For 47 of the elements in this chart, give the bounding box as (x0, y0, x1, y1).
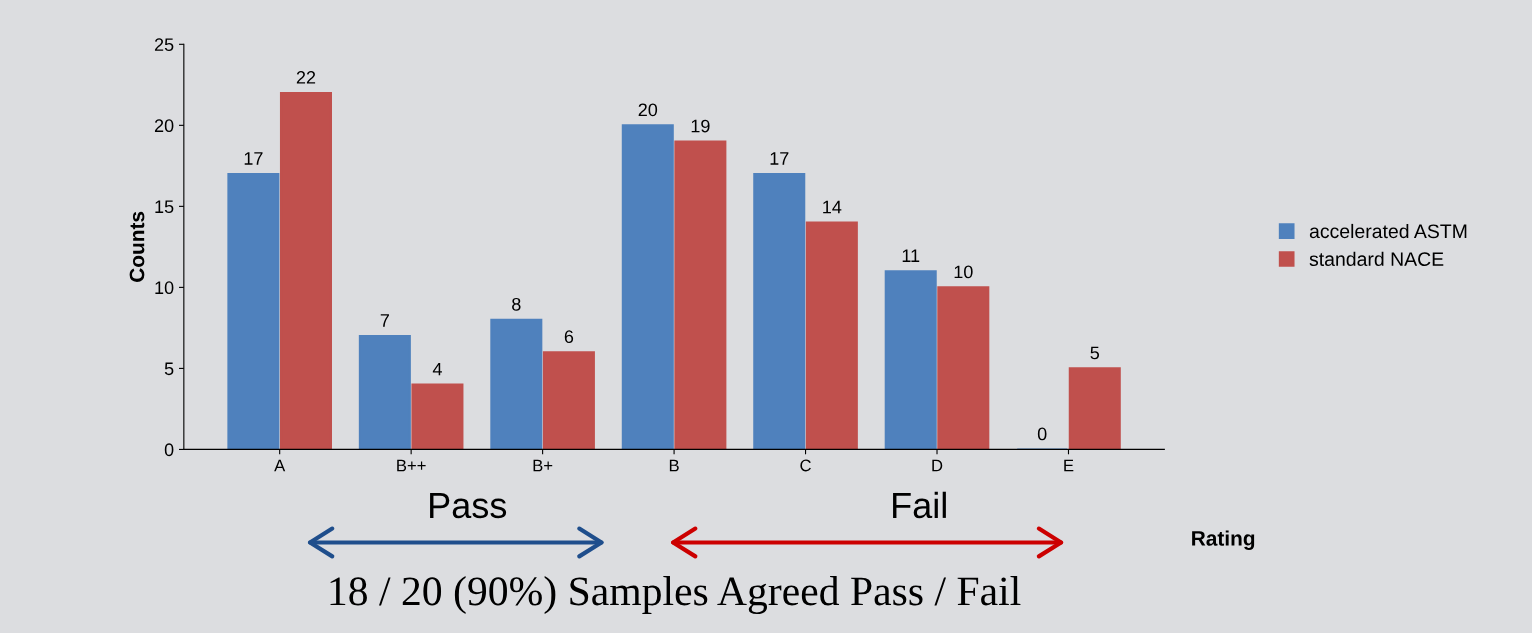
y-tick-label: 0 (164, 443, 174, 457)
bar (805, 221, 858, 450)
bar (937, 286, 990, 450)
data-label: 22 (296, 71, 316, 84)
bar (411, 383, 464, 450)
legend-label: accelerated ASTM (1309, 223, 1467, 239)
y-tick-label: 25 (154, 38, 174, 52)
x-tick-label: E (1064, 459, 1074, 472)
data-label: 17 (244, 152, 263, 165)
data-label: 4 (432, 362, 442, 376)
data-label: 5 (1090, 346, 1100, 360)
bar (227, 172, 280, 450)
data-label: 8 (512, 297, 521, 311)
bar (542, 351, 595, 450)
bar (358, 334, 411, 450)
x-tick-label: B (669, 459, 679, 472)
data-label: 20 (638, 103, 658, 117)
y-tick-label: 5 (164, 362, 174, 376)
bar (884, 270, 937, 450)
data-label: 14 (823, 200, 842, 214)
bar (753, 172, 806, 450)
y-tick-label: 15 (155, 200, 174, 214)
x-tick-label: C (800, 459, 811, 472)
x-tick-label: B++ (397, 459, 426, 472)
data-label: 11 (902, 249, 920, 262)
data-label: 17 (770, 152, 789, 165)
x-axis-title: Rating (1192, 530, 1255, 550)
x-tick-label: D (932, 459, 943, 472)
x-tick-label: A (274, 459, 286, 472)
y-tick-label: 20 (154, 119, 174, 133)
bar (279, 91, 332, 450)
data-label: 10 (954, 265, 973, 279)
data-label: 6 (564, 330, 574, 344)
text: Fail (893, 491, 946, 519)
bar (674, 140, 727, 450)
text: 18 / 20 (90%) Samples Agreed Pass / Fail (330, 576, 1021, 615)
bar (621, 124, 674, 450)
legend-label: standard NACE (1309, 251, 1444, 267)
y-axis-title: Counts (129, 211, 145, 282)
data-label: 19 (691, 119, 710, 133)
x-tick-label: B+ (533, 459, 553, 472)
bar (490, 318, 543, 450)
data-label: 7 (380, 314, 389, 327)
y-tick-label: 10 (155, 281, 174, 295)
text: Pass (430, 493, 507, 519)
data-label: 0 (1037, 427, 1047, 441)
bar (1068, 367, 1121, 450)
